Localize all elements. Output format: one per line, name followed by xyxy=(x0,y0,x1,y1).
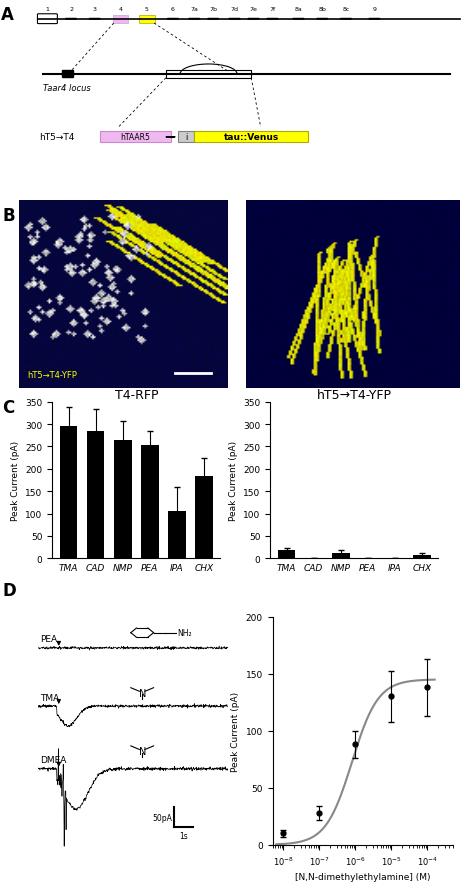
Bar xyxy=(195,477,213,559)
Title: T4-RFP: T4-RFP xyxy=(115,388,158,401)
Text: 9: 9 xyxy=(373,7,376,13)
Bar xyxy=(113,16,128,23)
Bar xyxy=(178,132,194,143)
Text: 8a: 8a xyxy=(295,7,302,13)
Bar xyxy=(166,71,251,79)
Y-axis label: Peak Current (pA): Peak Current (pA) xyxy=(228,441,237,520)
Text: TMA: TMA xyxy=(40,693,59,702)
Text: N: N xyxy=(138,746,146,756)
Bar xyxy=(87,431,104,559)
Bar xyxy=(194,132,308,143)
Text: 6: 6 xyxy=(171,7,175,13)
FancyBboxPatch shape xyxy=(37,15,57,25)
Bar xyxy=(114,440,132,559)
Text: 7f: 7f xyxy=(270,7,275,13)
Text: 7b: 7b xyxy=(210,7,217,13)
Text: D: D xyxy=(2,582,16,600)
Bar xyxy=(413,555,431,559)
Text: hT5→T4: hT5→T4 xyxy=(39,133,74,142)
X-axis label: [N,N-dimethylethylamine] (M): [N,N-dimethylethylamine] (M) xyxy=(295,873,430,881)
Y-axis label: Peak Current (pA): Peak Current (pA) xyxy=(231,691,240,771)
Bar xyxy=(60,426,77,559)
Bar xyxy=(100,132,171,143)
Text: 2: 2 xyxy=(69,7,73,13)
Text: C: C xyxy=(2,399,15,417)
Text: 4: 4 xyxy=(119,7,123,13)
Text: A: A xyxy=(1,6,14,24)
Text: i: i xyxy=(185,133,187,142)
Bar xyxy=(139,16,155,23)
Text: hT5→T4-YFP: hT5→T4-YFP xyxy=(27,370,77,380)
Text: 1: 1 xyxy=(46,7,49,13)
Text: 7e: 7e xyxy=(250,7,257,13)
Text: B: B xyxy=(2,207,15,224)
Text: tau::Venus: tau::Venus xyxy=(224,133,279,142)
Text: hTAAR5: hTAAR5 xyxy=(120,133,150,142)
Y-axis label: Peak Current (pA): Peak Current (pA) xyxy=(10,441,19,520)
Text: 8c: 8c xyxy=(342,7,350,13)
Text: 7d: 7d xyxy=(231,7,238,13)
Bar xyxy=(332,553,350,559)
Bar xyxy=(168,511,186,559)
Text: 1s: 1s xyxy=(180,831,188,840)
Text: 8b: 8b xyxy=(319,7,326,13)
Text: 3: 3 xyxy=(93,7,97,13)
Text: 50pA: 50pA xyxy=(152,813,172,822)
Bar xyxy=(141,445,159,559)
Bar xyxy=(62,72,73,79)
Text: PEA: PEA xyxy=(40,635,57,644)
Text: NH₂: NH₂ xyxy=(177,628,192,637)
Text: 5: 5 xyxy=(145,7,149,13)
Bar xyxy=(278,551,295,559)
Text: N: N xyxy=(138,687,146,698)
Text: 7a: 7a xyxy=(191,7,198,13)
Text: Taar4 locus: Taar4 locus xyxy=(43,84,91,93)
Title: hT5→T4-YFP: hT5→T4-YFP xyxy=(317,388,392,401)
Text: DMEA: DMEA xyxy=(40,755,66,764)
